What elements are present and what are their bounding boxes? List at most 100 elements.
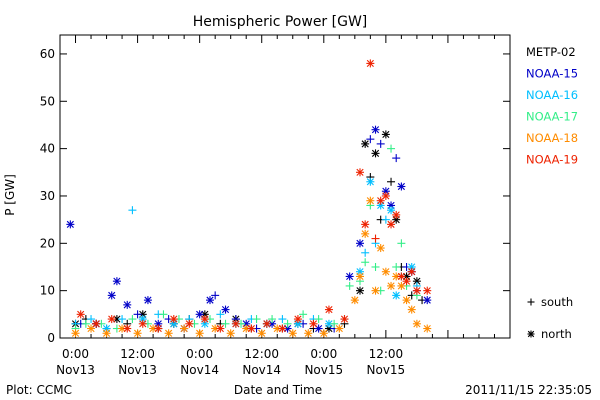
- data-point-north: [195, 329, 204, 338]
- data-point-north: [371, 149, 380, 158]
- data-point-north: [392, 210, 401, 219]
- plot-frame: [59, 34, 511, 339]
- footer-plot-credit: Plot: CCMC: [6, 383, 72, 397]
- x-tick-date-label: Nov14: [180, 363, 219, 377]
- data-point-north: [169, 315, 178, 324]
- data-point-south: [283, 319, 292, 328]
- data-point-south: [361, 258, 370, 267]
- y-tick-label: 20: [40, 236, 55, 250]
- data-point-south: [376, 139, 385, 148]
- y-tick-label: 50: [40, 94, 55, 108]
- data-point-south: [345, 281, 354, 290]
- y-tick-label: 30: [40, 189, 55, 203]
- legend-entry: NOAA-18: [526, 131, 578, 145]
- data-point-north: [164, 329, 173, 338]
- legend-entry: METP-02: [526, 45, 576, 59]
- data-point-north: [371, 286, 380, 295]
- data-point-south: [314, 315, 323, 324]
- x-tick-date-label: Nov15: [304, 363, 343, 377]
- x-tick-label: 0:00: [186, 347, 213, 361]
- legend-entry: NOAA-16: [526, 88, 578, 102]
- data-point-south: [278, 315, 287, 324]
- data-point-north: [361, 220, 370, 229]
- data-point-north: [412, 286, 421, 295]
- plot-area: 0 10 20 30 40 50 60 0:00 Nov13 12:00 Nov13 0:00 Nov1…: [40, 34, 511, 377]
- data-point-north: [221, 305, 230, 314]
- data-point-north: [278, 324, 287, 333]
- data-point-north: [407, 305, 416, 314]
- data-point-north: [340, 315, 349, 324]
- data-point-north: [366, 196, 375, 205]
- data-point-south: [387, 144, 396, 153]
- data-point-south: [118, 315, 127, 324]
- data-point-north: [423, 296, 432, 305]
- x-tick-date-label: Nov13: [56, 363, 95, 377]
- y-axis-label: P [GW]: [3, 174, 17, 216]
- data-point-north: [92, 319, 101, 328]
- data-point-north: [66, 220, 75, 229]
- data-point-north: [376, 244, 385, 253]
- legend: METP-02 NOAA-15 NOAA-16 NOAA-17 NOAA-18 NOAA-…: [526, 45, 578, 167]
- data-point-north: [138, 319, 147, 328]
- data-point-north: [366, 59, 375, 68]
- data-point-north: [185, 319, 194, 328]
- data-point-north: [356, 239, 364, 248]
- chart-title: Hemispheric Power [GW]: [193, 14, 368, 30]
- data-point-north: [366, 177, 375, 186]
- data-point-north: [361, 229, 370, 238]
- data-point-north: [226, 329, 235, 338]
- data-point-north: [350, 296, 359, 305]
- x-tick-label: 0:00: [62, 347, 89, 361]
- data-point-north: [407, 267, 416, 276]
- data-point-south: [392, 154, 401, 163]
- data-point-north: [397, 182, 406, 191]
- data-point-north: [356, 272, 364, 281]
- symbol-legend-label: south: [541, 295, 573, 309]
- data-point-south: [87, 315, 96, 324]
- y-tick-label: 40: [40, 142, 55, 156]
- data-point-south: [361, 248, 370, 257]
- data-point-north: [335, 324, 344, 333]
- data-point-north: [381, 191, 390, 200]
- data-point-north: [293, 315, 302, 324]
- data-point-north: [149, 324, 158, 333]
- data-point-south: [159, 310, 168, 319]
- data-point-north: [288, 329, 297, 338]
- data-point-south: [211, 291, 220, 300]
- data-point-north: [381, 267, 390, 276]
- data-point-north: [112, 277, 121, 286]
- legend-entry: NOAA-19: [526, 153, 578, 167]
- data-point-north: [356, 168, 364, 177]
- data-point-north: [154, 324, 163, 333]
- data-point-north: [247, 324, 256, 333]
- data-point-south: [216, 310, 225, 319]
- x-tick-label: 0:00: [310, 347, 337, 361]
- south-marker-symbol: [527, 298, 535, 306]
- north-marker-symbol: [527, 330, 535, 338]
- legend-entry: NOAA-15: [526, 67, 578, 81]
- data-point-north: [423, 286, 432, 295]
- y-tick-label: 0: [47, 331, 55, 345]
- data-point-north: [319, 329, 328, 338]
- data-point-south: [221, 319, 230, 328]
- x-tick-label: 12:00: [244, 347, 279, 361]
- symbol-legend-label: north: [541, 327, 572, 341]
- data-point-north: [392, 291, 401, 300]
- data-point-north: [180, 324, 189, 333]
- data-point-south: [392, 262, 401, 271]
- data-point-north: [107, 315, 116, 324]
- data-point-north: [200, 315, 209, 324]
- data-point-north: [412, 319, 421, 328]
- footer-timestamp: 2011/11/15 22:35:05: [465, 383, 592, 397]
- data-point-north: [206, 296, 214, 305]
- data-point-south: [133, 310, 142, 319]
- data-point-north: [71, 329, 80, 338]
- data-point-north: [216, 324, 225, 333]
- data-point-north: [397, 272, 406, 281]
- data-point-north: [381, 130, 390, 139]
- data-point-north: [402, 277, 411, 286]
- x-tick-date-label: Nov13: [118, 363, 157, 377]
- data-point-south: [81, 319, 90, 328]
- data-point-north: [76, 310, 85, 319]
